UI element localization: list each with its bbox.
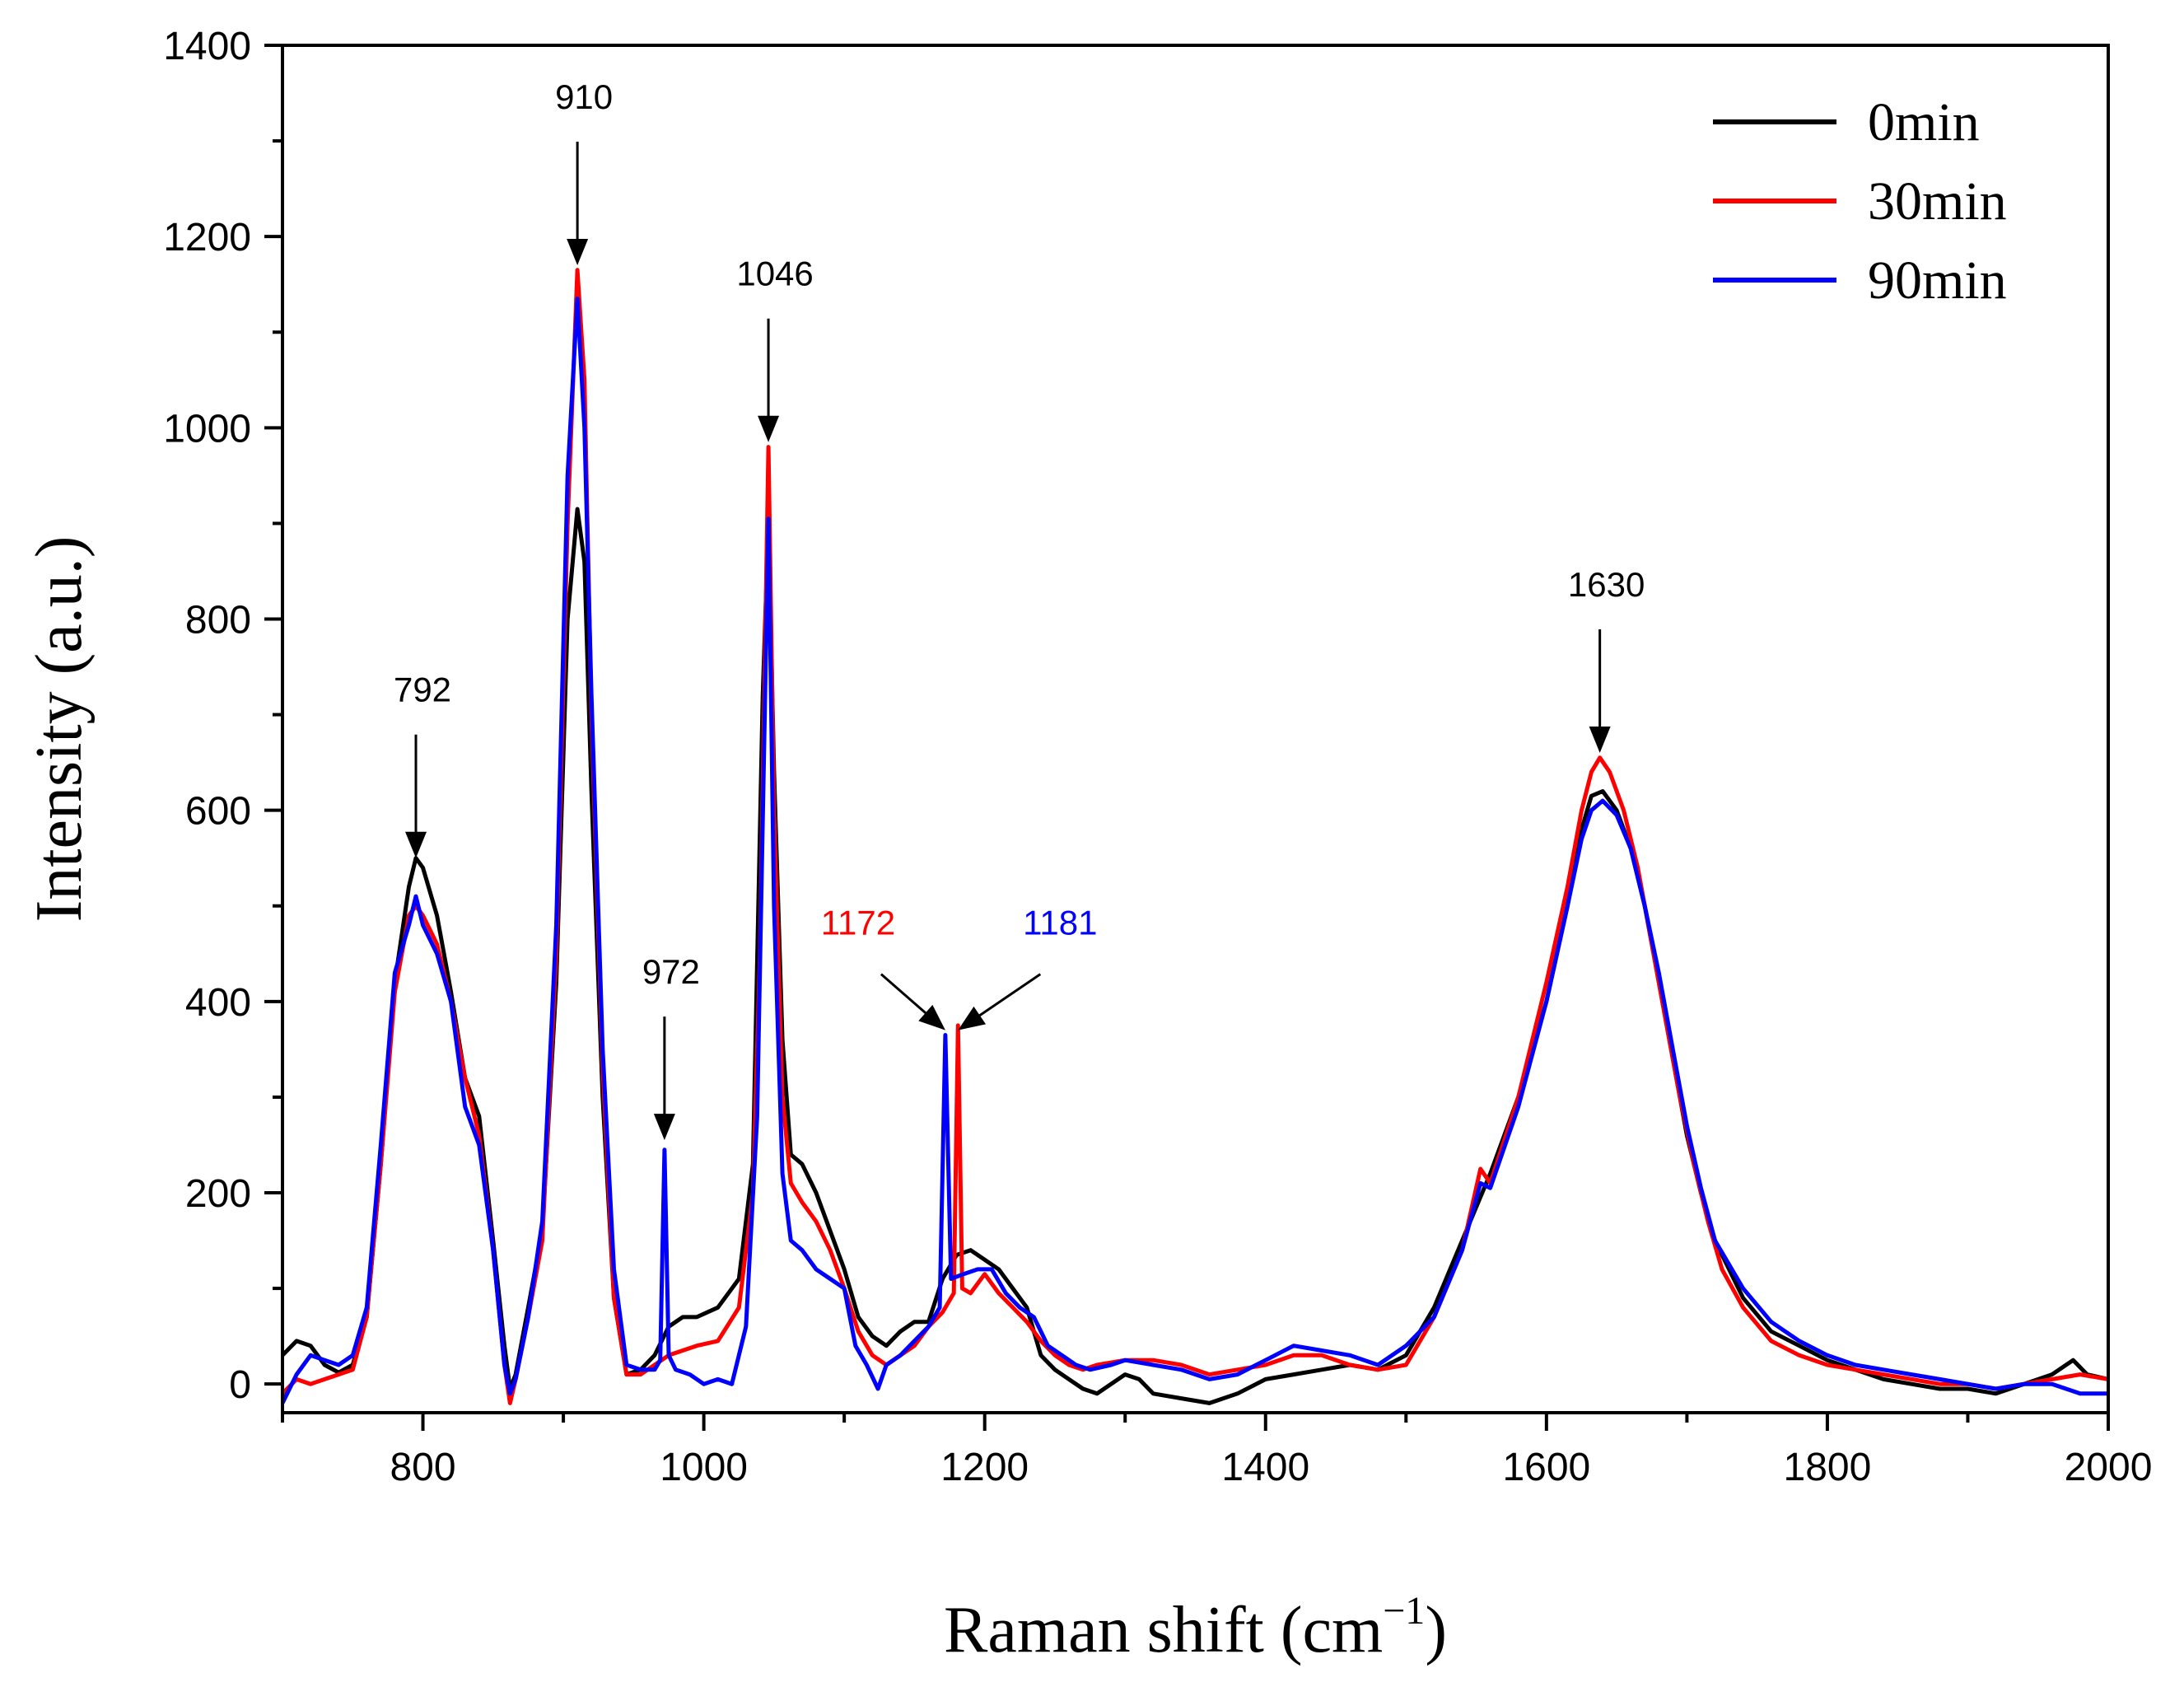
y-tick-label: 800 <box>185 599 251 643</box>
x-axis-title-superscript: −1 <box>1383 1589 1425 1633</box>
annotation-label-1630: 1630 <box>1568 565 1645 604</box>
x-axis-title-close: ) <box>1425 1594 1447 1666</box>
axes-group: 800 1000 1200 1400 1600 1800 2000 0 200 400 600 800… <box>163 25 2152 1489</box>
legend: 0min 30min 90min <box>1713 92 2007 311</box>
annotation-arrow-line-1172 <box>880 973 936 1021</box>
x-tick-label: 2000 <box>2065 1446 2153 1489</box>
x-tick-label: 1600 <box>1502 1446 1590 1489</box>
annotation-arrow-head-1046 <box>758 415 780 442</box>
annotation-label-1181: 1181 <box>1023 904 1097 942</box>
annotation-arrow-head-792 <box>405 831 427 858</box>
annotation-label-1046: 1046 <box>736 255 813 293</box>
annotation-label-910: 910 <box>555 77 613 116</box>
annotation-arrow-line-1181 <box>969 973 1042 1023</box>
x-axis-title: Raman shift (cm−1) <box>944 1589 1447 1666</box>
y-tick-label: 1400 <box>163 25 251 68</box>
y-tick-label: 400 <box>185 981 251 1025</box>
y-tick-label: 1000 <box>163 407 251 451</box>
annotation-arrow-head-910 <box>567 238 589 265</box>
x-tick-label: 1000 <box>660 1446 748 1489</box>
annotation-arrow-head-1630 <box>1589 727 1611 754</box>
legend-label-90min: 90min <box>1868 250 2007 311</box>
annotations-group: 792 910 972 1046 1172 1181 1630 <box>394 77 1645 1141</box>
annotation-arrow-head-1181 <box>958 1006 987 1030</box>
y-tick-label: 0 <box>229 1363 251 1407</box>
legend-label-0min: 0min <box>1868 92 1980 152</box>
y-tick-label: 600 <box>185 790 251 834</box>
y-axis-title: Intensity (a.u.) <box>23 536 96 923</box>
annotation-label-972: 972 <box>642 952 700 991</box>
legend-label-30min: 30min <box>1868 171 2007 231</box>
annotation-label-1172: 1172 <box>821 904 895 942</box>
annotation-arrow-head-1172 <box>918 1004 945 1030</box>
series-line-90min <box>282 297 2108 1404</box>
annotation-arrow-head-972 <box>653 1114 675 1141</box>
x-tick-label: 800 <box>390 1446 455 1489</box>
annotation-label-792: 792 <box>394 671 451 709</box>
y-tick-label: 200 <box>185 1172 251 1216</box>
x-tick-label: 1200 <box>940 1446 1029 1489</box>
y-tick-label: 1200 <box>163 216 251 259</box>
x-axis-title-main: Raman shift (cm <box>944 1594 1383 1666</box>
series-group <box>282 268 2108 1405</box>
x-tick-label: 1800 <box>1784 1446 1872 1489</box>
plot-frame <box>281 44 2110 1414</box>
x-tick-label: 1400 <box>1221 1446 1309 1489</box>
